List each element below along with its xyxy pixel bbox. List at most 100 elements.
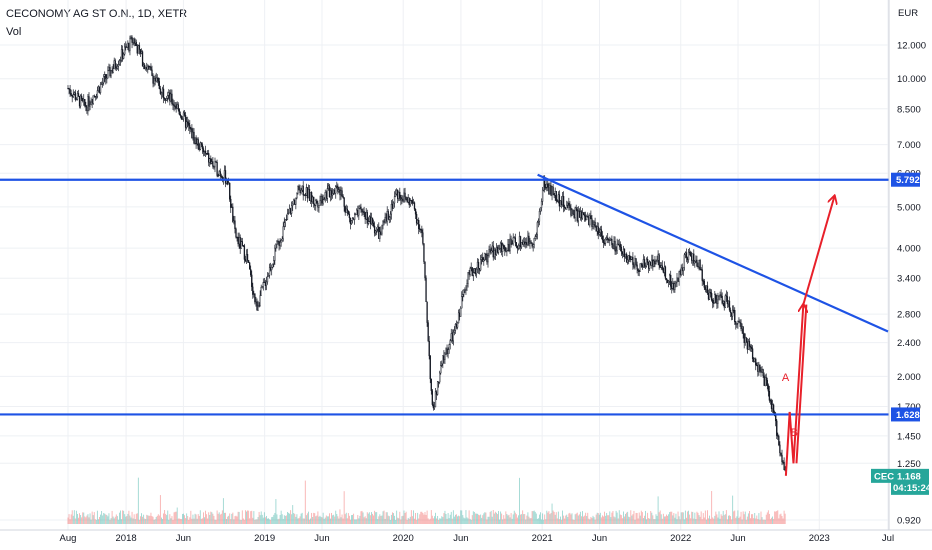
volume-bar — [219, 514, 221, 524]
volume-bar — [438, 519, 440, 524]
candle-body — [347, 210, 349, 215]
candle-body — [362, 210, 364, 213]
candle-body — [131, 36, 133, 43]
volume-bar — [342, 518, 344, 524]
candle-body — [701, 269, 703, 281]
volume-bar — [489, 511, 491, 524]
candle-body — [680, 267, 682, 275]
candle-body — [101, 82, 104, 85]
candle-body — [155, 77, 157, 82]
volume-bar — [232, 512, 234, 524]
candle-body — [134, 41, 136, 44]
candle-body — [718, 295, 720, 297]
candle-body — [127, 43, 129, 48]
candle-body — [706, 285, 709, 294]
candle-body — [345, 208, 347, 213]
candle-body — [726, 296, 729, 305]
volume-bar — [380, 515, 382, 524]
volume-bar — [504, 518, 506, 524]
candle-body — [621, 251, 624, 255]
volume-bar — [452, 510, 454, 524]
volume-bar — [733, 511, 735, 524]
candle-body — [394, 193, 397, 197]
candle-body — [747, 341, 750, 350]
candle-body — [729, 309, 732, 313]
candle-body — [678, 271, 680, 282]
candle-body — [759, 364, 761, 371]
volume-bar — [680, 512, 682, 524]
volume-bar — [388, 516, 390, 524]
volume-bar — [607, 515, 609, 524]
candle-body — [764, 377, 766, 386]
volume-bar — [739, 516, 741, 524]
volume-bar — [325, 515, 327, 524]
volume-bar — [564, 518, 566, 524]
candle-body — [349, 217, 352, 225]
volume-bar — [516, 517, 518, 524]
volume-bar — [770, 519, 771, 524]
volume-bar — [654, 519, 656, 524]
candle-body — [135, 41, 137, 46]
candle-body — [295, 197, 297, 205]
candle-body — [260, 286, 262, 296]
volume-bar — [665, 516, 666, 524]
volume-bar — [774, 511, 776, 524]
candle-body — [389, 213, 391, 218]
candle-body — [87, 96, 89, 111]
candle-body — [197, 139, 199, 149]
candle-body — [238, 237, 240, 245]
volume-bar — [694, 512, 696, 524]
volume-bar — [406, 519, 408, 524]
volume-bar — [463, 517, 465, 524]
volume-bar — [368, 512, 370, 524]
volume-bar — [743, 514, 745, 524]
candle-body — [451, 333, 453, 342]
candle-body — [166, 98, 168, 101]
candle-body — [307, 189, 310, 199]
candle-body — [725, 295, 728, 297]
candle-body — [717, 295, 719, 304]
volume-label[interactable]: Vol — [6, 26, 22, 38]
volume-bar — [134, 519, 136, 524]
candle-body — [744, 337, 746, 343]
candle-body — [168, 92, 170, 96]
time-tick-label: Jun — [453, 533, 468, 544]
candle-body — [640, 263, 642, 266]
volume-bar — [113, 518, 115, 524]
candle-body — [417, 220, 419, 224]
volume-bar — [343, 491, 345, 524]
volume-bar — [393, 513, 394, 524]
volume-bar — [595, 514, 597, 524]
volume-bar — [735, 517, 737, 524]
candle-body — [431, 390, 433, 405]
candle-body — [738, 321, 740, 323]
volume-bar — [175, 511, 177, 524]
volume-bar — [624, 516, 625, 524]
candle-body — [516, 245, 519, 249]
candle-body — [585, 215, 587, 221]
volume-bar — [552, 510, 554, 524]
volume-bar — [183, 513, 184, 524]
candle-body — [590, 215, 592, 219]
candle-body — [778, 436, 780, 446]
volume-bar — [330, 518, 331, 524]
candle-body — [509, 238, 511, 252]
volume-bar — [375, 512, 377, 524]
candle-body — [227, 182, 230, 185]
volume-bar — [197, 514, 199, 524]
volume-bar — [719, 518, 721, 524]
volume-bar — [746, 516, 748, 524]
candle-body — [350, 220, 353, 225]
volume-bar — [253, 511, 255, 524]
candle-body — [187, 121, 189, 124]
volume-bar — [127, 513, 129, 524]
volume-bar — [144, 518, 146, 524]
candle-body — [182, 112, 185, 120]
candle-body — [432, 404, 435, 409]
candle-body — [588, 216, 590, 226]
volume-bar — [400, 519, 402, 524]
candle-body — [385, 217, 387, 222]
candle-body — [271, 267, 273, 271]
